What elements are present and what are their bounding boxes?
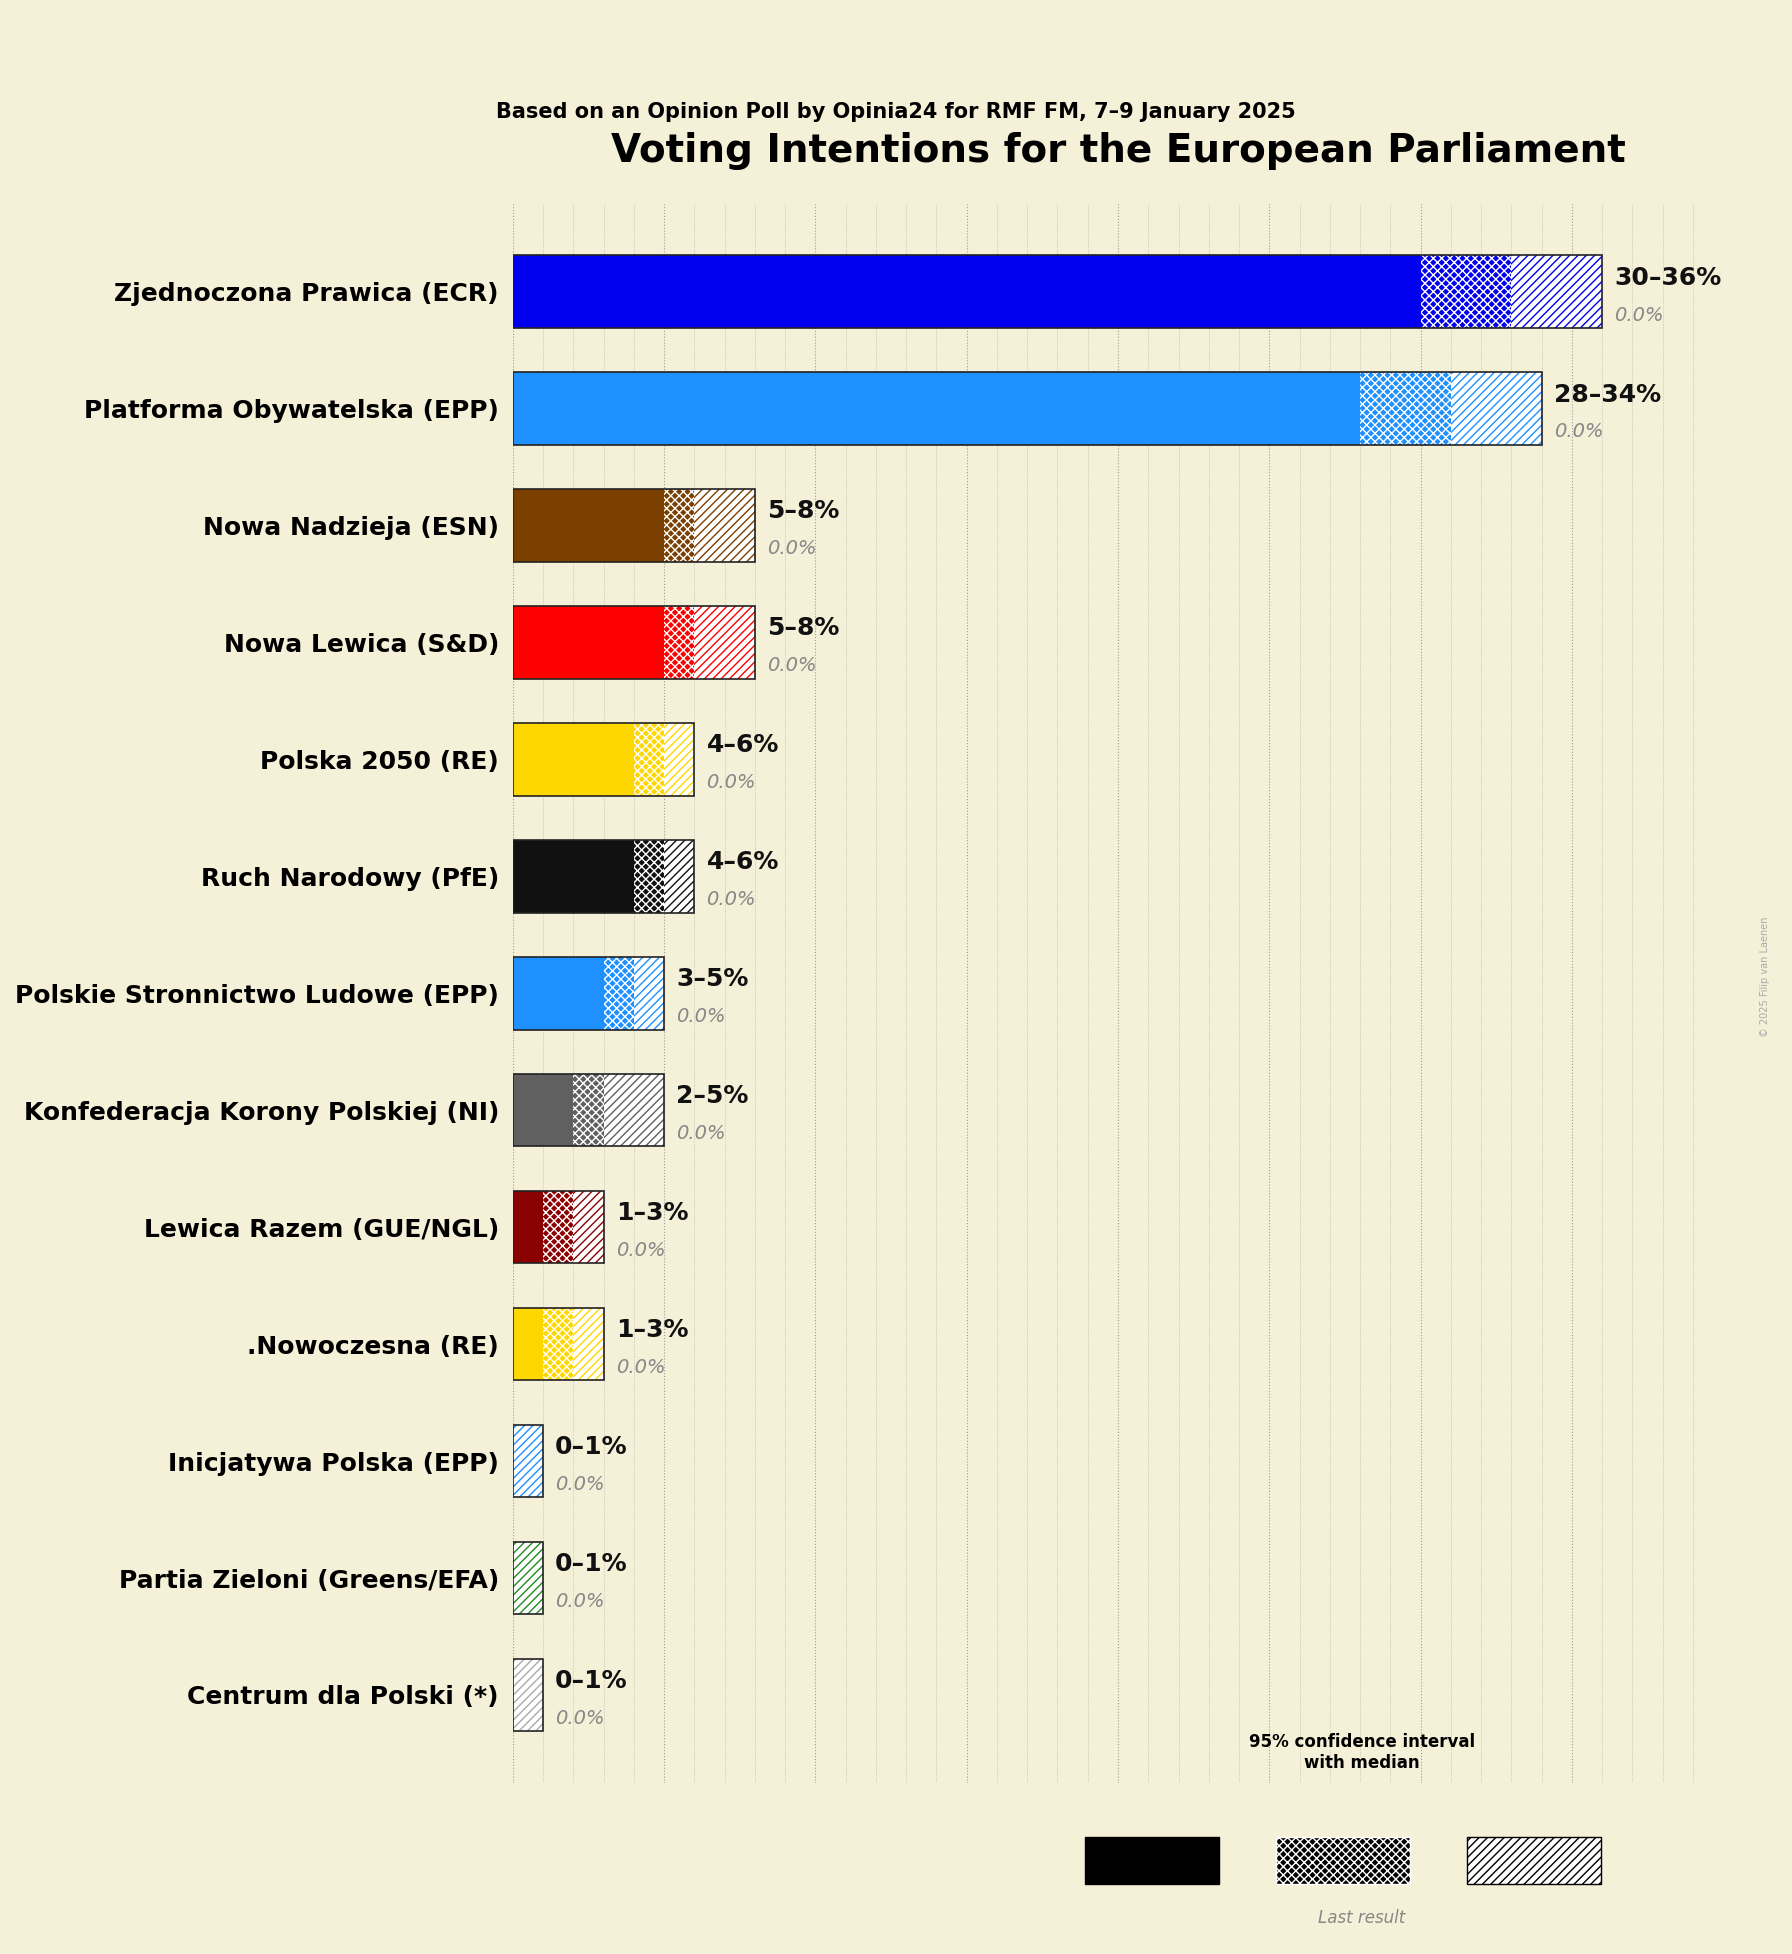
Bar [1452,373,1541,446]
Bar [634,840,665,913]
Text: 2–5%: 2–5% [676,1084,749,1108]
Bar [513,957,604,1030]
Bar [513,1190,604,1264]
Text: 0.0%: 0.0% [676,1124,726,1143]
Bar [543,1307,573,1380]
Bar [1276,1837,1410,1884]
Bar [513,1075,665,1147]
Bar [513,1659,543,1731]
Text: 0.0%: 0.0% [556,1593,604,1610]
Text: Based on an Opinion Poll by Opinia24 for RMF FM, 7–9 January 2025: Based on an Opinion Poll by Opinia24 for… [496,102,1296,121]
Bar [573,1190,604,1264]
Bar [513,723,634,795]
Bar [604,1075,665,1147]
Bar [513,1424,543,1497]
Text: 5–8%: 5–8% [767,500,839,524]
Bar [513,723,694,795]
Text: 95% confidence interval
with median: 95% confidence interval with median [1249,1733,1475,1772]
Text: 0.0%: 0.0% [556,1710,604,1727]
Text: 0.0%: 0.0% [767,657,817,676]
Text: 0.0%: 0.0% [706,891,756,909]
Bar [665,606,694,678]
Bar [513,606,665,678]
Bar [694,606,754,678]
Bar [665,840,694,913]
Text: 0.0%: 0.0% [1554,422,1604,442]
Bar [513,840,634,913]
Bar [513,488,754,561]
Bar [513,256,1602,328]
Title: Voting Intentions for the European Parliament: Voting Intentions for the European Parli… [611,133,1625,170]
Text: 3–5%: 3–5% [676,967,749,991]
Text: Last result: Last result [1319,1909,1405,1927]
Text: 30–36%: 30–36% [1615,266,1722,289]
Bar [573,1075,604,1147]
Text: 0.0%: 0.0% [706,774,756,791]
Bar [513,840,694,913]
Bar [634,723,665,795]
Bar [513,1542,543,1614]
Bar [694,488,754,561]
Bar [513,957,665,1030]
Text: 0.0%: 0.0% [556,1475,604,1495]
Text: 28–34%: 28–34% [1554,383,1661,406]
Text: 1–3%: 1–3% [616,1202,688,1225]
Bar [513,1659,543,1731]
Text: 0.0%: 0.0% [767,539,817,559]
Bar [1468,1837,1600,1884]
Text: 0.0%: 0.0% [1615,305,1663,324]
Text: © 2025 Filip van Laenen: © 2025 Filip van Laenen [1760,916,1770,1038]
Bar [573,1307,604,1380]
Bar [1511,256,1602,328]
Text: 0–1%: 0–1% [556,1669,627,1692]
Bar [513,373,1360,446]
Text: 0.0%: 0.0% [616,1358,665,1378]
Bar [513,256,1421,328]
Bar [513,1542,543,1614]
Bar [513,606,754,678]
Text: 4–6%: 4–6% [706,850,780,873]
Bar [634,957,665,1030]
Bar [1084,1837,1219,1884]
Bar [1360,373,1452,446]
Bar [1421,256,1511,328]
Text: 0.0%: 0.0% [676,1006,726,1026]
Bar [543,1190,573,1264]
Bar [513,1307,543,1380]
Bar [513,1424,543,1497]
Text: 0.0%: 0.0% [616,1241,665,1260]
Bar [513,373,1541,446]
Bar [513,488,665,561]
Bar [513,1307,604,1380]
Bar [604,957,634,1030]
Bar [513,1075,573,1147]
Text: 0–1%: 0–1% [556,1434,627,1460]
Bar [665,488,694,561]
Text: 4–6%: 4–6% [706,733,780,758]
Bar [665,723,694,795]
Text: 1–3%: 1–3% [616,1319,688,1342]
Text: 5–8%: 5–8% [767,616,839,641]
Text: 0–1%: 0–1% [556,1551,627,1577]
Bar [513,1190,543,1264]
